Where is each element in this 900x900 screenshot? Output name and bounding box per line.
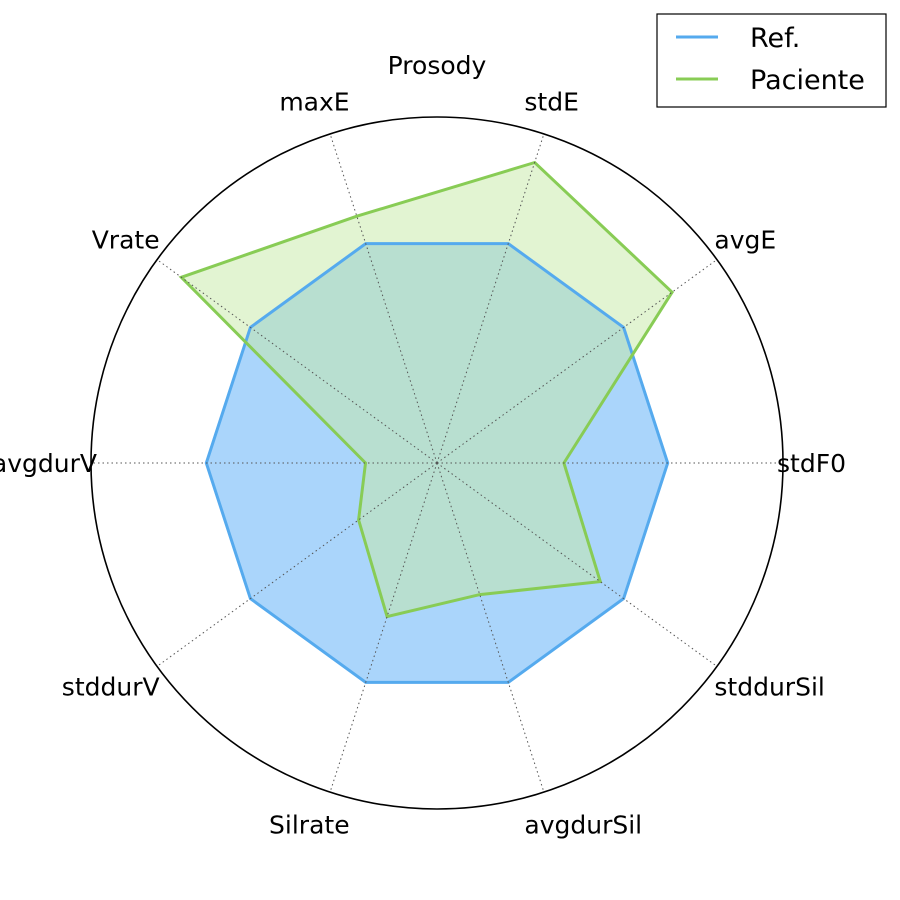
axis-label-maxe: maxE [279,88,349,117]
chart-title: Prosody [388,51,487,80]
axis-label-vrate: Vrate [92,226,160,255]
legend: Ref. Paciente [656,13,887,108]
outer-circle [90,116,784,810]
series-layer [178,160,675,684]
axis-label-avgdurv: avgdurV [0,449,97,478]
grid-spoke-avgdursil [436,462,545,793]
legend-label-ref: Ref. [750,23,800,54]
legend-box [656,13,887,108]
label-layer: stdF0 avgE stdE maxE Vrate avgdurV stddurV Silr… [0,88,846,840]
axis-label-stddurv: stddurV [62,672,160,701]
axis-label-stdf0: stdF0 [777,449,846,478]
grid-spoke-stddursil [436,462,718,667]
grid-spoke-silrate [329,462,438,793]
series-line-paciente [178,160,675,619]
axis-label-stde: stdE [524,88,579,117]
axis-label-silrate: Silrate [269,810,350,839]
axis-label-avge: avgE [714,226,776,255]
grid-spoke-avge [436,259,718,464]
axis-label-avgdursil: avgdurSil [524,810,642,839]
grid-spoke-maxe [329,133,438,464]
grid-spoke-vrate [156,259,438,464]
legend-label-paciente: Paciente [750,65,865,96]
grid-spoke-stde [436,133,545,464]
grid-spoke-stddurv [156,462,438,667]
axis-label-stddursil: stddurSil [714,672,824,701]
grid-layer [91,133,783,793]
series-fill-paciente [181,162,673,617]
